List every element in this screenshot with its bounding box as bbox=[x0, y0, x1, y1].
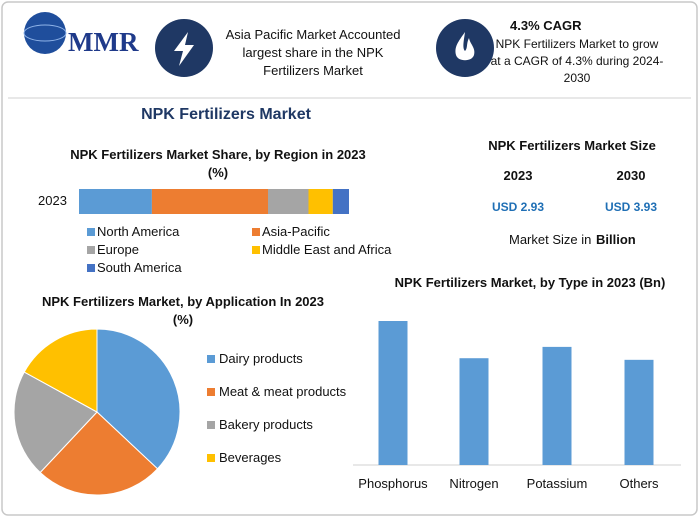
x-tick-label: Potassium bbox=[526, 476, 588, 491]
bar-segment bbox=[268, 189, 309, 214]
size-title: NPK Fertilizers Market Size bbox=[488, 138, 656, 153]
legend-swatch bbox=[252, 228, 260, 236]
legend-label: South America bbox=[97, 260, 182, 275]
info-text: Asia Pacific Market Accounted largest sh… bbox=[225, 27, 401, 78]
bar-segment bbox=[79, 189, 152, 214]
bar-segment bbox=[151, 189, 268, 214]
size-year: 2023 bbox=[503, 168, 533, 183]
main-title: NPK Fertilizers Market bbox=[141, 106, 311, 123]
logo-globe bbox=[24, 12, 66, 54]
x-tick-label: Phosphorus bbox=[358, 476, 428, 491]
bar bbox=[459, 358, 489, 465]
legend-label: Europe bbox=[97, 242, 139, 257]
logo-ring bbox=[23, 24, 67, 42]
legend-swatch bbox=[87, 228, 95, 236]
bar bbox=[542, 346, 572, 465]
icon-flame bbox=[455, 32, 475, 61]
chart-title: NPK Fertilizers Market, by Application I… bbox=[42, 294, 324, 327]
legend-swatch bbox=[207, 388, 215, 396]
info-text: NPK Fertilizers Market to grow at a CAGR… bbox=[490, 37, 664, 85]
pie-slice bbox=[13, 371, 98, 474]
legend-swatch bbox=[87, 264, 95, 272]
category-label: 2023 bbox=[38, 193, 67, 208]
bar bbox=[378, 321, 408, 465]
bar bbox=[624, 359, 654, 465]
x-tick-label: Others bbox=[619, 476, 659, 491]
legend-label: Middle East and Africa bbox=[262, 242, 392, 257]
size-unit: Billion bbox=[596, 232, 636, 247]
bar-segment bbox=[332, 189, 349, 214]
legend-swatch bbox=[207, 454, 215, 462]
icon-bolt bbox=[174, 32, 194, 66]
chart-title: NPK Fertilizers Market, by Type in 2023 … bbox=[394, 275, 666, 290]
pie-slice bbox=[23, 328, 98, 413]
icon-flame-bg bbox=[436, 19, 494, 77]
pie-slice bbox=[96, 328, 181, 470]
logo-text: MMR bbox=[68, 27, 139, 57]
pie-slice bbox=[39, 411, 159, 496]
info-title: 4.3% CAGR bbox=[510, 18, 582, 33]
size-value: USD 2.93 bbox=[491, 200, 545, 214]
size-note: Market Size in bbox=[509, 232, 592, 247]
legend-label: North America bbox=[97, 224, 180, 239]
legend-label: Asia-Pacific bbox=[262, 224, 330, 239]
size-value: USD 3.93 bbox=[604, 200, 658, 214]
legend-swatch bbox=[252, 246, 260, 254]
x-tick-label: Nitrogen bbox=[449, 476, 499, 491]
legend-swatch bbox=[207, 355, 215, 363]
bar-segment bbox=[308, 189, 333, 214]
size-year: 2030 bbox=[616, 168, 646, 183]
legend-label: Bakery products bbox=[219, 417, 313, 432]
legend-label: Meat & meat products bbox=[219, 384, 347, 399]
chart-title: NPK Fertilizers Market Share, by Region … bbox=[70, 147, 366, 180]
legend-swatch bbox=[87, 246, 95, 254]
legend-label: Dairy products bbox=[219, 351, 303, 366]
legend-swatch bbox=[207, 421, 215, 429]
legend-label: Beverages bbox=[219, 450, 282, 465]
